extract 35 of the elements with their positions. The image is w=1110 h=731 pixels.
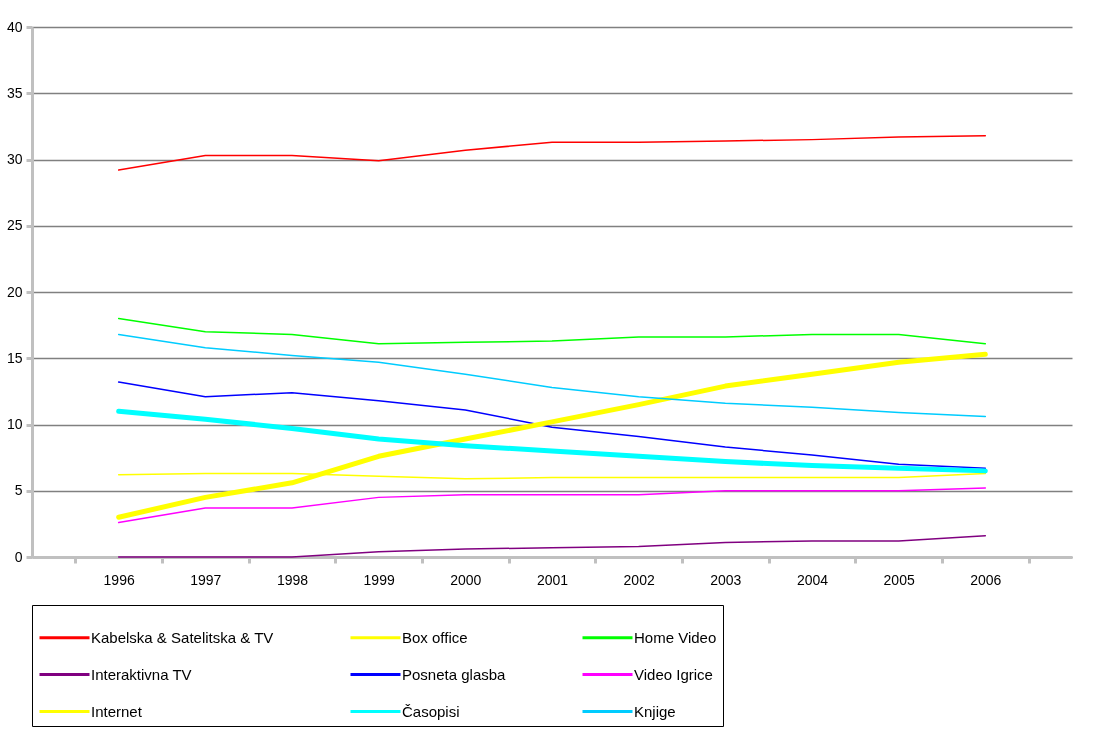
x-tick-label: 2001	[536, 571, 569, 588]
legend-label: Interaktivna TV	[91, 665, 192, 683]
legend-label: Časopisi	[402, 702, 460, 720]
line-series	[117, 134, 987, 171]
x-tick-label: 2000	[450, 571, 482, 588]
x-tick-label: 1997	[190, 571, 222, 588]
y-tick-label: 35	[6, 84, 23, 101]
line-series	[117, 317, 987, 345]
y-tick-label: 10	[6, 416, 23, 432]
legend-label: Knjige	[634, 702, 676, 720]
line-series	[117, 535, 987, 558]
line-series	[117, 487, 987, 524]
legend-label: Internet	[91, 702, 143, 720]
legend-label: Posneta glasba	[402, 665, 507, 683]
line-series	[117, 381, 987, 469]
x-tick-label: 1996	[103, 571, 135, 588]
y-tick-label: 40	[6, 18, 23, 35]
legend-label: Home Video	[634, 628, 717, 646]
y-tick-label: 0	[14, 548, 23, 565]
y-tick-label: 30	[6, 151, 23, 167]
x-tick-label: 2005	[883, 571, 915, 588]
y-tick-label: 15	[6, 349, 23, 366]
x-tick-label: 1999	[363, 571, 395, 588]
x-tick-label: 2002	[623, 571, 655, 588]
legend-label: Kabelska & Satelitska & TV	[91, 628, 274, 646]
y-tick-label: 20	[6, 283, 23, 300]
x-tick-label: 1998	[276, 571, 309, 588]
line-series	[117, 333, 987, 418]
legend-label: Box office	[402, 628, 468, 646]
x-tick-label: 2003	[710, 571, 742, 588]
legend-label: Video Igrice	[634, 665, 713, 683]
x-tick-label: 2006	[970, 571, 1002, 588]
y-tick-label: 25	[6, 217, 23, 234]
y-tick-label: 5	[14, 482, 23, 499]
x-tick-label: 2004	[796, 571, 829, 588]
